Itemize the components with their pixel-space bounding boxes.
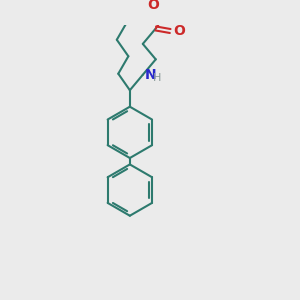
Text: O: O xyxy=(173,24,185,38)
Text: H: H xyxy=(153,73,161,82)
Text: O: O xyxy=(148,0,160,12)
Text: N: N xyxy=(145,68,156,82)
